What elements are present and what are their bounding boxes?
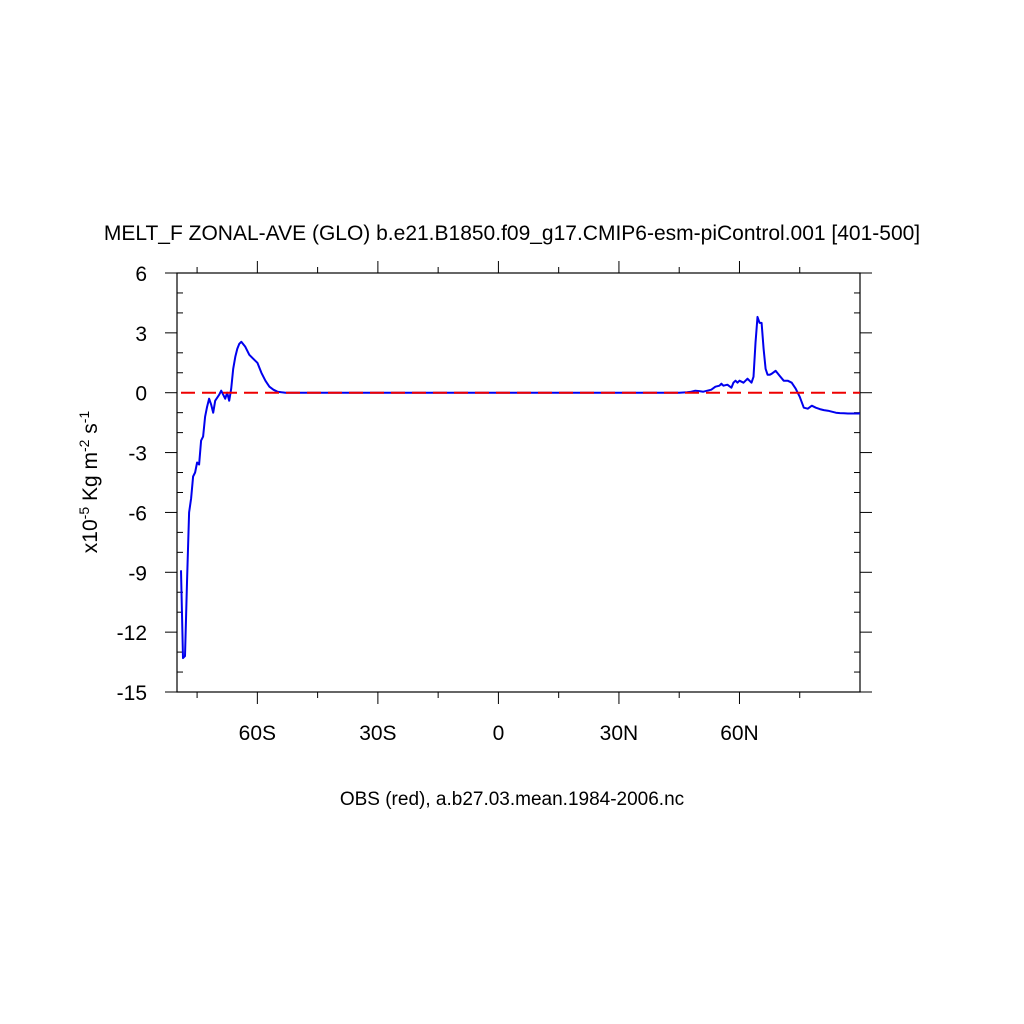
y-tick-label: -12: [117, 622, 147, 645]
y-tick-label: -9: [128, 562, 147, 585]
y-tick-label: -15: [117, 682, 147, 705]
chart-title: MELT_F ZONAL-AVE (GLO) b.e21.B1850.f09_g…: [104, 222, 920, 245]
y-tick-label: -3: [128, 443, 147, 466]
x-tick-label: 60N: [720, 722, 759, 745]
y-tick-labels: 6 3 0 -3 -6 -9 -12 -15: [117, 263, 147, 705]
major-ticks: [165, 261, 872, 704]
y-tick-label: 3: [135, 323, 147, 346]
y-tick-label: -6: [128, 502, 147, 525]
plot-frame: [176, 272, 861, 693]
x-tick-label: 60S: [239, 722, 276, 745]
y-axis-label: x10-5 Kg m-2 s-1: [76, 411, 102, 554]
model-series-line: [180, 315, 860, 660]
x-tick-label: 30S: [359, 722, 396, 745]
x-tick-label: 0: [493, 722, 505, 745]
y-tick-label: 6: [135, 263, 147, 286]
x-axis-label: OBS (red), a.b27.03.mean.1984-2006.nc: [340, 789, 684, 810]
x-tick-label: 30N: [600, 722, 639, 745]
y-tick-label: 0: [135, 383, 147, 406]
minor-ticks: [177, 267, 860, 698]
series-layer: [180, 315, 860, 660]
x-tick-labels: 60S 30S 0 30N 60N: [239, 722, 759, 745]
